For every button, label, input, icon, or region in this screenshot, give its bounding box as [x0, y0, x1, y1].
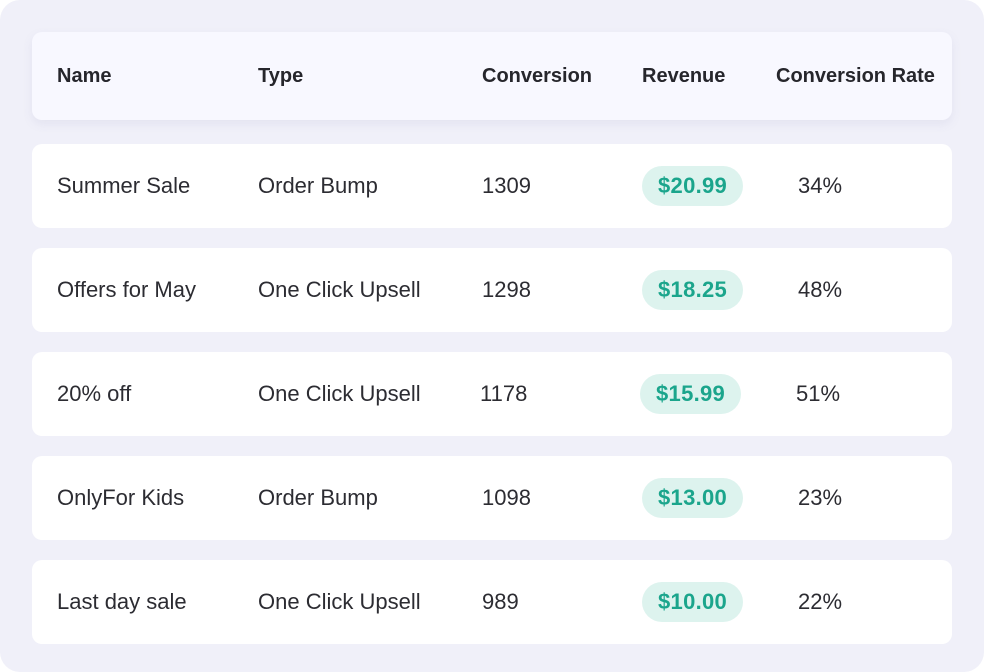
cell-type: One Click Upsell	[258, 381, 421, 406]
revenue-badge: $15.99	[640, 374, 742, 414]
column-header-conversion[interactable]: Conversion	[482, 64, 593, 87]
cell-conversion-rate: 23%	[798, 485, 843, 510]
cell-name: Last day sale	[57, 589, 187, 614]
cell-conversion: 1098	[482, 485, 531, 510]
cell-name: 20% off	[57, 381, 132, 406]
cell-type: Order Bump	[258, 485, 378, 510]
cell-revenue: $15.99	[640, 352, 742, 436]
cell-name: Offers for May	[57, 277, 196, 302]
table-row[interactable]: Summer Sale Order Bump 1309 $20.99 34%	[32, 144, 952, 228]
column-header-conversion-rate[interactable]: Conversion Rate	[776, 64, 935, 87]
cell-revenue: $20.99	[642, 144, 744, 228]
cell-conversion-rate: 48%	[798, 277, 843, 302]
table-row[interactable]: OnlyFor Kids Order Bump 1098 $13.00 23%	[32, 456, 952, 540]
table-row[interactable]: 20% off One Click Upsell 1178 $15.99 51%	[32, 352, 952, 436]
revenue-badge: $18.25	[642, 270, 744, 310]
cell-type: One Click Upsell	[258, 277, 421, 302]
column-header-revenue[interactable]: Revenue	[642, 64, 726, 87]
column-header-name[interactable]: Name	[57, 64, 112, 87]
cell-conversion: 1178	[480, 381, 528, 406]
cell-conversion-rate: 34%	[798, 173, 843, 198]
cell-type: Order Bump	[258, 173, 378, 198]
cell-conversion-rate: 22%	[798, 589, 843, 614]
table-row[interactable]: Last day sale One Click Upsell 989 $10.0…	[32, 560, 952, 644]
cell-revenue: $18.25	[642, 248, 744, 332]
revenue-badge: $20.99	[642, 166, 744, 206]
revenue-badge: $13.00	[642, 478, 744, 518]
table-row[interactable]: Offers for May One Click Upsell 1298 $18…	[32, 248, 952, 332]
cell-conversion-rate: 51%	[796, 381, 841, 406]
cell-revenue: $13.00	[642, 456, 744, 540]
cell-conversion: 1309	[482, 173, 531, 198]
cell-name: Summer Sale	[57, 173, 191, 198]
column-header-type[interactable]: Type	[258, 64, 304, 87]
cell-type: One Click Upsell	[258, 589, 421, 614]
table-header: Name Type Conversion Revenue Conversion …	[32, 32, 952, 120]
revenue-badge: $10.00	[642, 582, 744, 622]
cell-name: OnlyFor Kids	[57, 485, 185, 510]
cell-conversion: 989	[482, 589, 519, 614]
cell-conversion: 1298	[482, 277, 531, 302]
cell-revenue: $10.00	[642, 560, 744, 644]
